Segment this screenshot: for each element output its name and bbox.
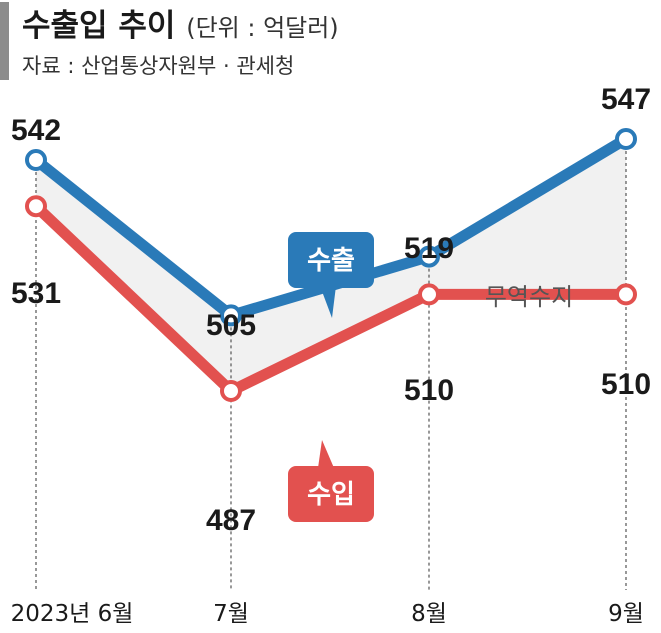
x-tick-label: 2023년 6월 xyxy=(11,601,134,627)
x-tick-label: 8월 xyxy=(411,601,447,627)
import-callout-pointer xyxy=(318,440,334,468)
x-tick-label: 7월 xyxy=(213,601,249,627)
chart-title-text: 수출입 추이 xyxy=(22,8,176,44)
export-point xyxy=(220,304,242,327)
export-value-label: 505 xyxy=(206,309,256,342)
import-point xyxy=(418,283,440,306)
title-accent-bar xyxy=(0,2,9,80)
trade-balance-label: 무역수지 xyxy=(485,283,573,311)
unit-label: (단위 : 억달러) xyxy=(186,14,339,42)
export-value-label: 542 xyxy=(11,114,61,147)
x-tick-label: 9월 xyxy=(608,601,644,627)
import-point xyxy=(220,380,242,402)
export-callout-label: 수출 xyxy=(307,246,355,276)
import-callout-badge xyxy=(288,466,374,522)
import-callout-label: 수입 xyxy=(307,480,355,510)
import-line xyxy=(30,200,632,397)
export-callout-badge xyxy=(288,232,374,288)
source-label: 자료 : 산업통상자원부 · 관세청 xyxy=(22,54,295,78)
chart-title: 수출입 추이 (단위 : 억달러) xyxy=(22,0,339,45)
import-value-label: 510 xyxy=(601,368,651,401)
import-point xyxy=(615,283,637,306)
import-point xyxy=(25,195,47,218)
import-value-label: 510 xyxy=(404,374,454,407)
export-point xyxy=(25,149,47,171)
export-point xyxy=(418,245,440,268)
import-value-label: 531 xyxy=(11,277,61,310)
import-value-label: 487 xyxy=(206,504,256,537)
export-value-label: 519 xyxy=(404,232,454,265)
export-value-label: 547 xyxy=(601,83,651,116)
trade-balance-area xyxy=(36,139,626,391)
export-point xyxy=(615,128,637,150)
export-callout-pointer xyxy=(320,286,336,318)
